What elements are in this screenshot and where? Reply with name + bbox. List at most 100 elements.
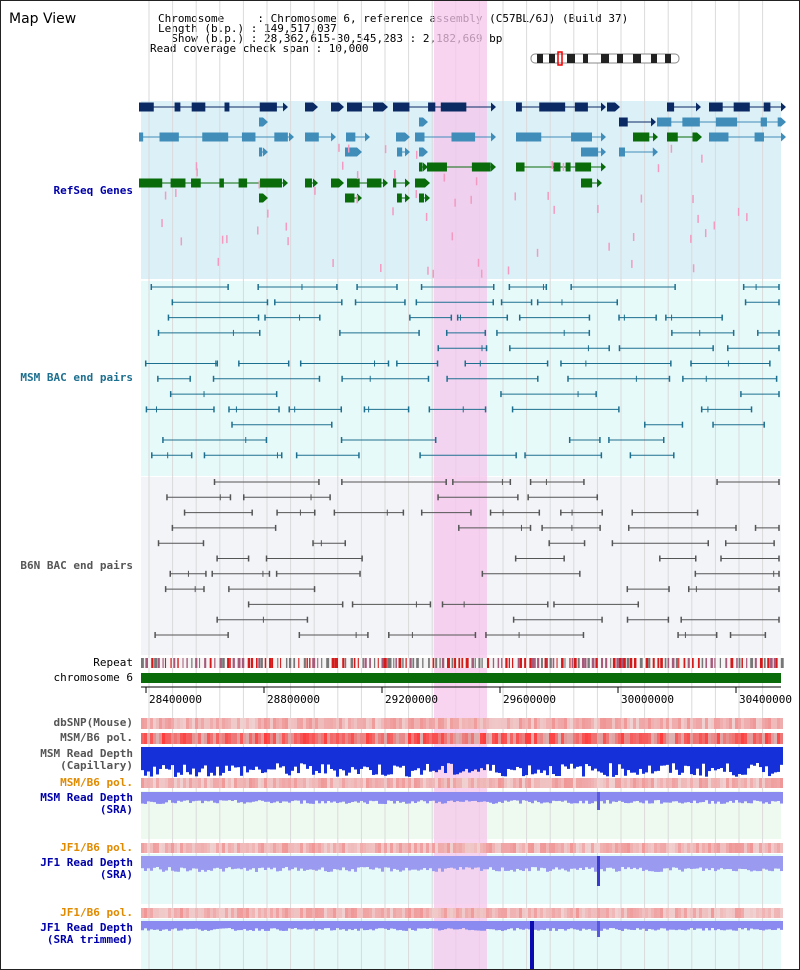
polymorphism-cell — [438, 733, 441, 744]
polymorphism-cell — [738, 843, 741, 853]
polymorphism-cell — [777, 733, 780, 744]
read-depth-bar — [321, 921, 324, 930]
polymorphism-cell — [534, 843, 537, 853]
polymorphism-cell — [690, 733, 693, 744]
polymorphism-cell — [381, 718, 384, 729]
read-depth-bar — [699, 856, 702, 868]
polymorphism-cell — [633, 778, 636, 788]
polymorphism-cell — [306, 908, 309, 918]
polymorphism-cell — [183, 733, 186, 744]
read-depth-bar — [222, 921, 225, 929]
polymorphism-cell — [564, 733, 567, 744]
read-depth-bar — [141, 792, 144, 804]
read-depth-bar — [486, 747, 489, 765]
polymorphism-cell — [774, 733, 777, 744]
polymorphism-cell — [564, 778, 567, 788]
repeat-mark — [162, 658, 164, 668]
polymorphism-cell — [768, 908, 771, 918]
ideogram-band — [665, 54, 671, 63]
polymorphism-cell — [486, 843, 489, 853]
polymorphism-cell — [522, 843, 525, 853]
polymorphism-cell — [243, 718, 246, 729]
polymorphism-cell — [378, 843, 381, 853]
polymorphism-cell — [720, 718, 723, 729]
read-depth-bar — [633, 856, 636, 868]
repeat-mark — [714, 658, 716, 668]
read-depth-bar — [282, 921, 285, 931]
polymorphism-cell — [654, 733, 657, 744]
gene-exon — [397, 147, 403, 157]
polymorphism-cell — [705, 718, 708, 729]
polymorphism-cell — [588, 718, 591, 729]
read-depth-bar — [240, 747, 243, 776]
polymorphism-cell — [198, 843, 201, 853]
polymorphism-cell — [237, 843, 240, 853]
polymorphism-cell — [651, 733, 654, 744]
read-depth-bar — [456, 856, 459, 870]
polymorphism-cell — [657, 778, 660, 788]
polymorphism-cell — [375, 843, 378, 853]
polymorphism-cell — [342, 908, 345, 918]
polymorphism-cell — [576, 718, 579, 729]
read-depth-bar — [591, 747, 594, 771]
polymorphism-cell — [489, 843, 492, 853]
polymorphism-cell — [459, 908, 462, 918]
polymorphism-cell — [453, 718, 456, 729]
gene-strand-arrow — [615, 102, 620, 112]
polymorphism-cell — [687, 718, 690, 729]
read-depth-bar — [780, 747, 783, 765]
polymorphism-cell — [483, 733, 486, 744]
polymorphism-cell — [651, 843, 654, 853]
read-depth-bar — [249, 792, 252, 803]
polymorphism-cell — [546, 908, 549, 918]
read-depth-bar — [711, 792, 714, 801]
polymorphism-cell — [714, 908, 717, 918]
polymorphism-cell — [246, 908, 249, 918]
polymorphism-cell — [531, 843, 534, 853]
read-depth-bar — [639, 921, 642, 930]
read-depth-bar — [333, 747, 336, 771]
polymorphism-cell — [411, 778, 414, 788]
polymorphism-cell — [600, 843, 603, 853]
polymorphism-cell — [747, 733, 750, 744]
polymorphism-cell — [564, 908, 567, 918]
polymorphism-cell — [699, 733, 702, 744]
read-depth-bar — [627, 747, 630, 771]
polymorphism-cell — [744, 843, 747, 853]
read-depth-bar — [270, 921, 273, 929]
repeat-mark — [746, 658, 748, 668]
read-depth-bar — [681, 921, 684, 930]
repeat-mark — [277, 658, 279, 668]
polymorphism-cell — [570, 778, 573, 788]
read-depth-bar — [342, 747, 345, 771]
read-depth-bar — [732, 747, 735, 776]
repeat-mark — [186, 658, 188, 668]
polymorphism-cell — [378, 718, 381, 729]
read-depth-bar — [744, 747, 747, 775]
polymorphism-cell — [282, 843, 285, 853]
read-depth-bar — [174, 856, 177, 872]
read-depth-bar — [381, 792, 384, 804]
read-depth-bar — [183, 921, 186, 929]
read-depth-bar — [417, 856, 420, 871]
read-depth-bar — [678, 856, 681, 870]
polymorphism-cell — [597, 778, 600, 788]
repeat-mark — [381, 658, 385, 668]
polymorphism-cell — [492, 908, 495, 918]
polymorphism-cell — [642, 733, 645, 744]
polymorphism-cell — [405, 908, 408, 918]
polymorphism-cell — [567, 733, 570, 744]
repeat-mark — [364, 658, 367, 668]
read-depth-bar — [228, 792, 231, 801]
polymorphism-cell — [495, 718, 498, 729]
polymorphism-cell — [609, 733, 612, 744]
polymorphism-cell — [618, 733, 621, 744]
polymorphism-cell — [339, 908, 342, 918]
polymorphism-cell — [294, 718, 297, 729]
read-depth-bar — [432, 747, 435, 771]
polymorphism-cell — [684, 843, 687, 853]
read-depth-bar — [762, 921, 765, 931]
repeat-mark — [639, 658, 643, 668]
polymorphism-cell — [207, 908, 210, 918]
